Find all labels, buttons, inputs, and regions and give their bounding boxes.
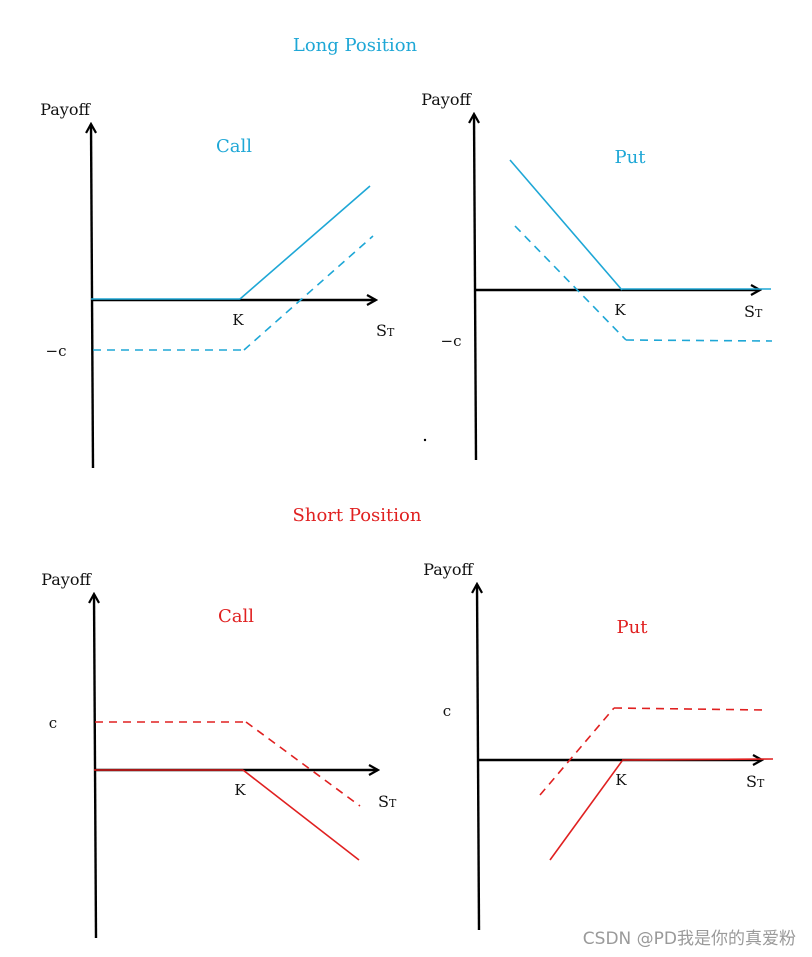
chart-short-put: Put Payoff K c ST xyxy=(423,560,774,931)
payoff-solid-slope xyxy=(549,760,623,861)
x-axis-label: ST xyxy=(746,772,765,791)
chart-long-put: Put Payoff K −c ST xyxy=(421,90,773,461)
payoff-solid-slope xyxy=(239,185,371,300)
premium-label: −c xyxy=(441,332,462,350)
y-axis-label: Payoff xyxy=(421,90,472,109)
strike-label: K xyxy=(234,781,246,799)
payoff-dashed-slope xyxy=(539,707,615,796)
strike-label: K xyxy=(615,771,627,789)
y-axis xyxy=(91,124,93,469)
payoff-solid-flat xyxy=(621,758,774,761)
watermark-text: CSDN @PD我是你的真爱粉 xyxy=(583,929,796,949)
x-axis-label: ST xyxy=(376,321,395,340)
y-axis xyxy=(474,114,476,461)
strike-label: K xyxy=(614,301,626,319)
y-axis-label: Payoff xyxy=(423,560,474,579)
y-axis-label: Payoff xyxy=(41,570,92,589)
chart-title: Put xyxy=(615,147,647,168)
chart-short-call: Call Payoff K c ST xyxy=(41,570,397,939)
payoff-solid-slope xyxy=(242,769,360,861)
payoff-dashed-flat xyxy=(613,707,765,711)
payoff-solid-slope xyxy=(509,159,623,291)
payoff-dashed-slope xyxy=(245,721,361,807)
y-axis xyxy=(477,584,479,931)
y-axis xyxy=(94,594,96,939)
payoff-dashed-slope xyxy=(514,225,627,341)
x-axis-label: ST xyxy=(378,792,397,811)
long-position-title: Long Position xyxy=(293,35,418,56)
chart-long-call: Call Payoff K −c ST xyxy=(40,100,395,469)
premium-label: −c xyxy=(46,342,67,360)
premium-label: c xyxy=(49,714,57,732)
chart-title: Call xyxy=(218,606,254,627)
chart-title: Put xyxy=(617,617,649,638)
stray-dot xyxy=(423,438,427,442)
x-axis-label: ST xyxy=(744,302,763,321)
strike-label: K xyxy=(232,311,244,329)
y-axis-label: Payoff xyxy=(40,100,91,119)
payoff-dashed-flat xyxy=(625,339,773,342)
payoff-dashed-slope xyxy=(243,235,374,351)
short-position-title: Short Position xyxy=(293,505,422,526)
chart-title: Call xyxy=(216,136,252,157)
premium-label: c xyxy=(443,702,451,720)
